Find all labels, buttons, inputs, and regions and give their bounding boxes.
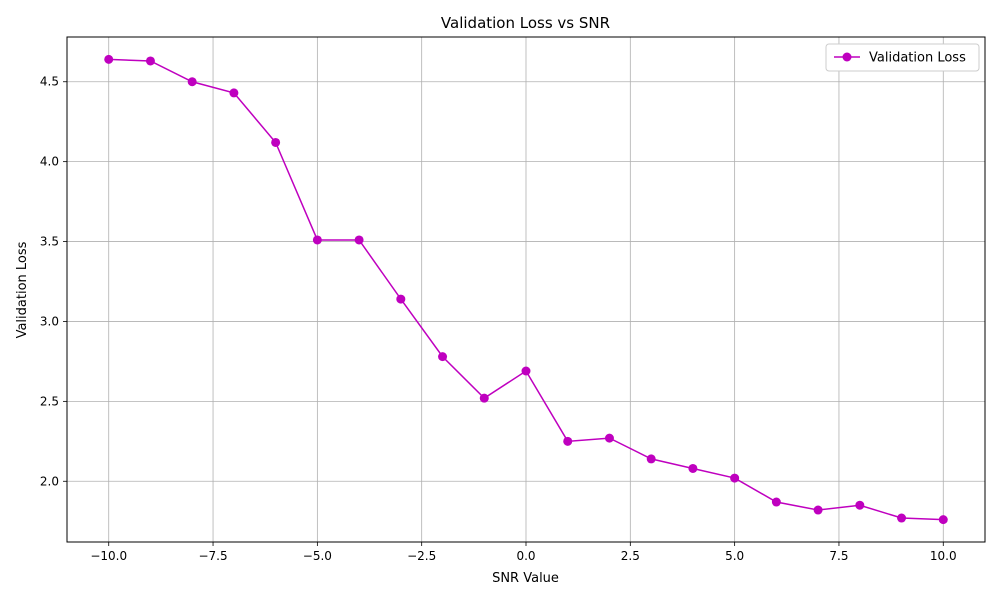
y-tick-label: 3.5 xyxy=(40,235,59,249)
y-tick-label: 4.0 xyxy=(40,155,59,169)
data-point xyxy=(354,235,364,245)
x-tick-label: 0.0 xyxy=(516,549,535,563)
legend-box xyxy=(825,43,980,72)
y-axis-title: Validation Loss xyxy=(15,241,30,338)
data-point xyxy=(646,454,656,464)
x-tick-label: 10.0 xyxy=(930,549,957,563)
data-point xyxy=(229,88,239,98)
data-point xyxy=(438,352,448,362)
grid xyxy=(67,37,985,542)
data-point xyxy=(521,366,531,376)
data-point xyxy=(897,513,907,523)
data-point xyxy=(187,77,197,87)
x-axis-title: SNR Value xyxy=(492,571,559,586)
chart-title: Validation Loss vs SNR xyxy=(441,14,610,32)
x-tick-label: 7.5 xyxy=(829,549,848,563)
data-point xyxy=(855,500,865,510)
y-tick-label: 3.0 xyxy=(40,314,59,328)
x-tick-label: −7.5 xyxy=(198,549,227,563)
x-tick-label: 5.0 xyxy=(725,549,744,563)
data-point xyxy=(730,473,740,483)
data-point xyxy=(938,515,948,525)
data-point xyxy=(688,463,698,473)
x-tick-label: 2.5 xyxy=(621,549,640,563)
data-point xyxy=(604,433,614,443)
legend-marker xyxy=(842,52,852,62)
x-tick-label: −5.0 xyxy=(303,549,332,563)
x-tick-label: −2.5 xyxy=(407,549,436,563)
y-tick-label: 2.0 xyxy=(40,474,59,488)
data-point xyxy=(479,393,489,403)
data-point xyxy=(312,235,322,245)
data-point xyxy=(771,497,781,507)
legend-label: Validation Loss xyxy=(869,51,966,66)
series-layer xyxy=(104,54,948,525)
x-tick-label: −10.0 xyxy=(90,549,127,563)
y-tick-label: 2.5 xyxy=(40,394,59,408)
y-tick-label: 4.5 xyxy=(40,75,59,89)
data-point xyxy=(104,54,114,64)
data-point xyxy=(271,137,281,147)
legend: Validation Loss xyxy=(825,43,980,72)
data-point xyxy=(145,56,155,66)
data-point xyxy=(563,436,573,446)
ticks: −10.0 −7.5 −5.0 −2.5 0.0 2.5 5.0 7.5 10.0 2.0 2.5 3… xyxy=(40,75,957,563)
data-point xyxy=(396,294,406,304)
data-point xyxy=(813,505,823,515)
